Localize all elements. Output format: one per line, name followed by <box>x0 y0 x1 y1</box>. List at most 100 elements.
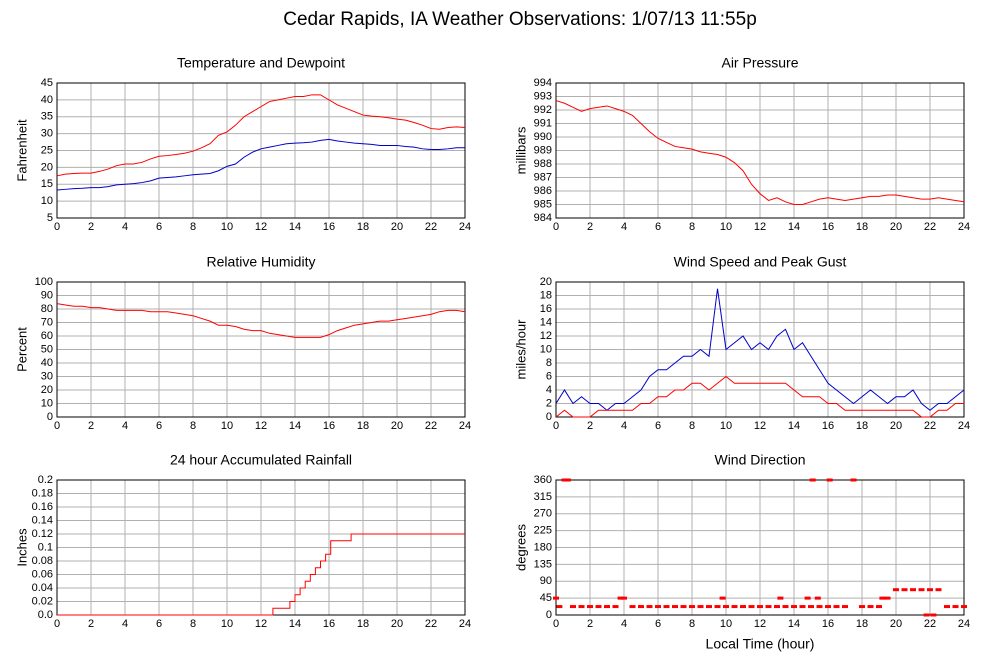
data-point <box>564 478 571 482</box>
data-point <box>578 605 585 609</box>
y-tick-label: 994 <box>534 77 552 89</box>
y-tick-label: 180 <box>534 541 552 553</box>
x-tick-label: 8 <box>689 420 695 432</box>
data-point <box>621 596 627 600</box>
y-tick-label: 10 <box>540 343 552 355</box>
x-tick-label: 14 <box>788 420 800 432</box>
y-tick-label: 0.08 <box>32 555 53 567</box>
y-tick-label: 988 <box>534 158 552 170</box>
data-point <box>723 605 729 609</box>
data-point <box>814 596 821 600</box>
data-point <box>799 605 806 609</box>
data-line <box>56 138 465 191</box>
x-tick-label: 4 <box>122 618 128 630</box>
x-tick-label: 2 <box>88 221 94 233</box>
y-axis-label: Inches <box>14 528 29 567</box>
y-tick-label: 45 <box>540 592 552 604</box>
data-point <box>867 605 874 609</box>
y-tick-label: 993 <box>534 90 552 102</box>
y-axis-label: degrees <box>513 524 528 571</box>
x-tick-label: 18 <box>357 221 369 233</box>
y-tick-label: 270 <box>534 508 552 520</box>
data-point <box>850 478 857 482</box>
y-tick-label: 0.0 <box>38 609 53 621</box>
y-tick-label: 50 <box>41 343 53 355</box>
y-tick-label: 25 <box>41 144 53 156</box>
x-axis-label: Local Time (hour) <box>706 636 815 652</box>
x-tick-label: 18 <box>856 420 868 432</box>
x-tick-label: 4 <box>621 420 627 432</box>
x-tick-label: 12 <box>754 221 766 233</box>
data-point <box>859 605 865 609</box>
data-point <box>697 605 704 609</box>
y-tick-label: 0.1 <box>38 541 53 553</box>
x-tick-label: 8 <box>190 420 196 432</box>
data-point <box>930 613 937 617</box>
x-tick-label: 8 <box>190 618 196 630</box>
y-tick-label: 40 <box>41 357 53 369</box>
y-tick-label: 0.12 <box>32 528 53 540</box>
x-tick-label: 24 <box>459 420 471 432</box>
x-tick-label: 8 <box>689 618 695 630</box>
y-axis-label: Percent <box>14 327 29 372</box>
data-point <box>879 596 886 600</box>
y-tick-label: 14 <box>540 316 552 328</box>
y-tick-label: 985 <box>534 198 552 210</box>
y-tick-label: 990 <box>534 131 552 143</box>
x-tick-label: 22 <box>425 618 437 630</box>
y-tick-label: 10 <box>41 397 53 409</box>
y-tick-label: 80 <box>41 303 53 315</box>
panel-title: Temperature and Dewpoint <box>177 55 345 71</box>
x-tick-label: 2 <box>587 221 593 233</box>
y-axis-label: Fahrenheit <box>14 119 29 182</box>
data-point <box>893 588 899 592</box>
data-point <box>638 605 644 609</box>
data-point <box>556 605 563 609</box>
y-tick-label: 315 <box>534 491 552 503</box>
y-tick-label: 991 <box>534 117 552 129</box>
data-point <box>604 605 610 609</box>
data-point <box>663 605 670 609</box>
x-tick-label: 0 <box>553 420 559 432</box>
data-point <box>719 596 726 600</box>
data-point <box>918 588 925 592</box>
x-tick-label: 0 <box>553 618 559 630</box>
x-tick-label: 16 <box>323 618 335 630</box>
data-point <box>876 605 882 609</box>
panel-title: Wind Speed and Peak Gust <box>674 254 847 270</box>
y-tick-label: 0.02 <box>32 595 53 607</box>
y-tick-label: 0.04 <box>32 582 53 594</box>
x-tick-label: 24 <box>958 420 970 432</box>
data-point <box>961 605 967 609</box>
data-point <box>833 605 840 609</box>
y-tick-label: 992 <box>534 104 552 116</box>
data-point <box>842 605 848 609</box>
y-tick-label: 12 <box>540 330 552 342</box>
data-point <box>808 605 814 609</box>
panel-title: Air Pressure <box>721 55 798 71</box>
data-line <box>56 94 466 177</box>
y-tick-label: 135 <box>534 558 552 570</box>
plot-frame <box>56 281 466 418</box>
plot-frame <box>555 281 965 418</box>
x-tick-label: 22 <box>425 221 437 233</box>
data-point <box>944 605 950 609</box>
panel-title: Wind Direction <box>714 452 805 468</box>
y-tick-label: 0.2 <box>38 474 53 486</box>
y-tick-label: 35 <box>41 111 53 123</box>
y-tick-label: 5 <box>47 212 53 224</box>
data-point <box>952 605 959 609</box>
y-tick-label: 15 <box>41 178 53 190</box>
data-point <box>714 605 721 609</box>
x-tick-label: 18 <box>856 221 868 233</box>
x-tick-label: 2 <box>88 618 94 630</box>
x-tick-label: 4 <box>122 420 128 432</box>
x-tick-label: 4 <box>621 618 627 630</box>
x-tick-label: 2 <box>587 618 593 630</box>
x-tick-label: 20 <box>890 221 902 233</box>
plot-frame <box>555 479 965 616</box>
x-tick-label: 12 <box>255 221 267 233</box>
x-tick-label: 8 <box>190 221 196 233</box>
y-tick-label: 100 <box>35 276 53 288</box>
y-tick-label: 360 <box>534 474 552 486</box>
